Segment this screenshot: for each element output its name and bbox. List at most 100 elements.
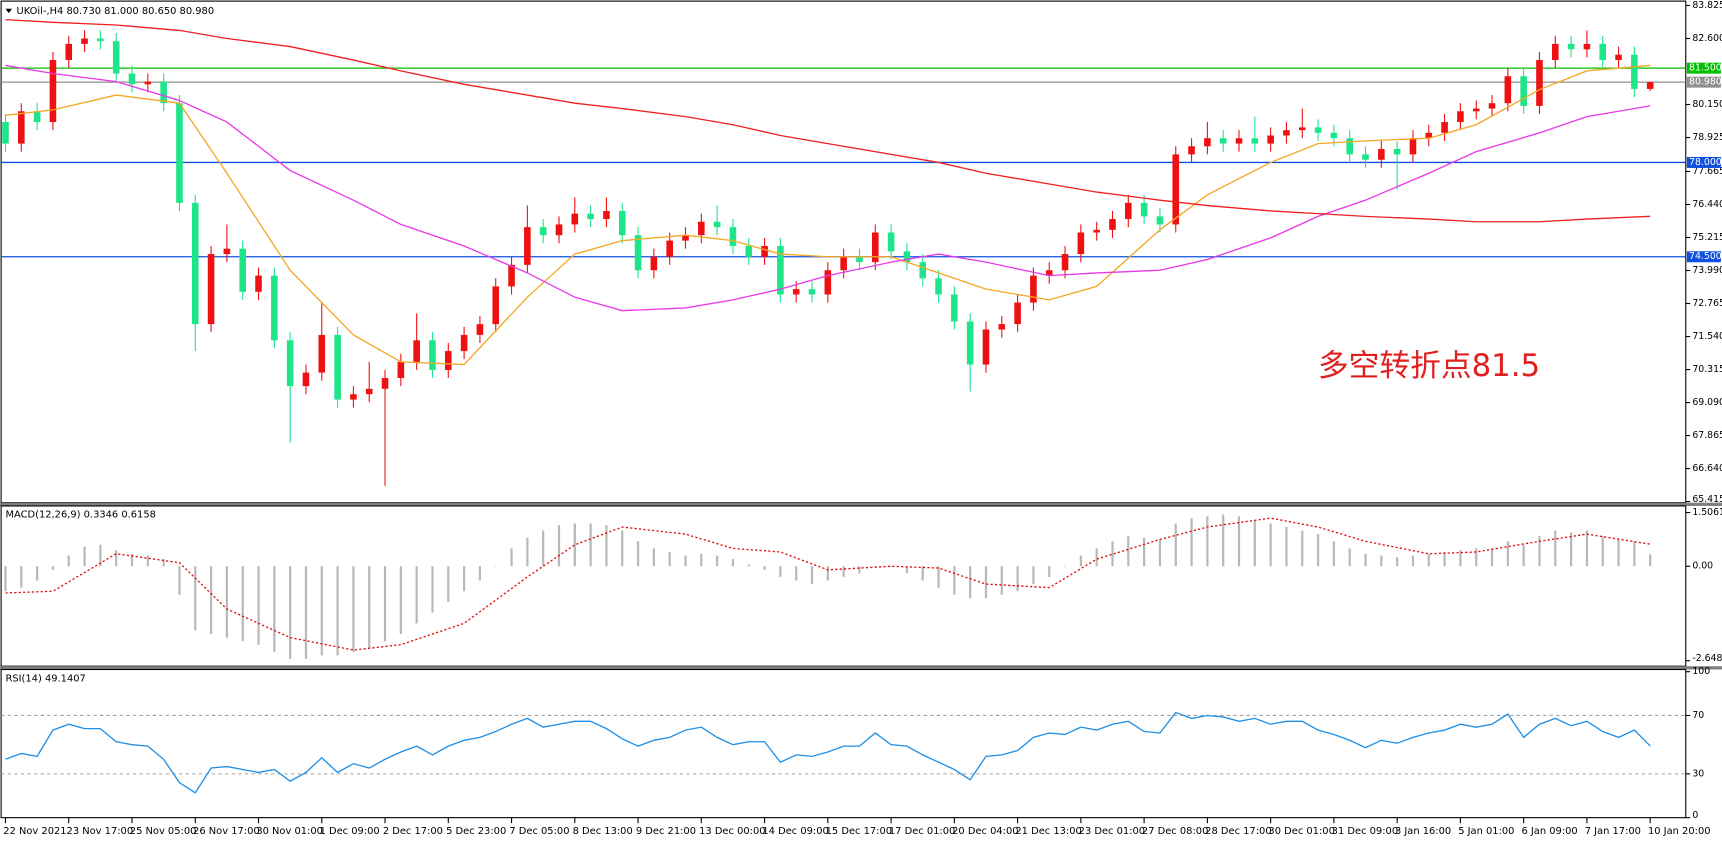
x-tick-label: 30 Nov 01:00 <box>256 826 323 837</box>
candle-body <box>1061 254 1069 271</box>
candle-body <box>966 321 974 365</box>
histogram-bar <box>557 525 561 567</box>
x-tick-label: 26 Nov 17:00 <box>193 826 260 837</box>
histogram-bar <box>83 546 86 567</box>
histogram-bar <box>510 548 513 567</box>
candle-body <box>508 264 515 287</box>
candle-body <box>444 351 452 370</box>
histogram-bar <box>1253 519 1256 567</box>
x-tick-label: 22 Nov 2021 <box>3 826 66 837</box>
candle-body <box>1330 132 1338 139</box>
candle-body <box>1077 232 1085 255</box>
candle-body <box>1393 148 1401 155</box>
y-tick-label: 75.215 <box>1692 232 1722 243</box>
histogram-bar <box>399 566 402 635</box>
histogram-bar <box>969 566 972 599</box>
x-tick-label: 21 Dec 13:00 <box>1015 826 1081 837</box>
y-tick-label: 100 <box>1692 666 1710 677</box>
candle-body <box>1457 111 1464 123</box>
rsi-title: RSI(14) 49.1407 <box>5 673 85 684</box>
histogram-bar <box>636 541 640 567</box>
y-tick-label: 83.825 <box>1692 0 1722 11</box>
histogram-bar <box>700 553 703 567</box>
histogram-bar <box>225 566 228 638</box>
candle-body <box>128 73 136 85</box>
histogram-bar <box>194 566 197 631</box>
y-tick-label: 65.415 <box>1692 494 1722 505</box>
candle-body <box>698 221 705 236</box>
candle-body <box>476 324 484 335</box>
candle-body <box>650 256 658 271</box>
candle-body <box>998 324 1006 330</box>
histogram-bar <box>1143 537 1146 567</box>
histogram-bar <box>289 566 292 659</box>
histogram-bar <box>1459 550 1462 567</box>
histogram-bar <box>1048 566 1051 577</box>
histogram-bar <box>621 530 624 567</box>
candle-body <box>634 235 642 271</box>
menu-arrow <box>5 8 13 14</box>
candle-body <box>350 394 357 400</box>
moving-average <box>5 64 1651 312</box>
y-tick-label: 0 <box>1692 810 1698 821</box>
histogram-bar <box>731 559 735 567</box>
histogram-bar <box>162 559 165 567</box>
candle-body <box>555 224 563 236</box>
histogram-bar <box>1490 548 1494 567</box>
price-label: 78.000 <box>1689 157 1722 168</box>
x-tick-label: 7 Dec 05:00 <box>509 826 569 837</box>
candle-body <box>65 43 73 61</box>
y-tick-label: 70 <box>1692 710 1704 721</box>
histogram-bar <box>178 566 181 595</box>
histogram-bar <box>589 523 592 567</box>
candle-body <box>1140 202 1148 217</box>
x-tick-label: 23 Nov 17:00 <box>67 826 134 837</box>
histogram-bar <box>1506 541 1509 567</box>
candle-body <box>982 329 990 365</box>
x-tick-label: 28 Dec 17:00 <box>1205 826 1271 837</box>
histogram-bar <box>905 566 909 574</box>
histogram-bar <box>1396 557 1399 567</box>
candle-body <box>1378 148 1385 160</box>
candle-body <box>761 245 768 257</box>
histogram-bar <box>1158 539 1162 567</box>
histogram-bar <box>1032 566 1035 585</box>
histogram-bar <box>795 566 798 581</box>
candle-body <box>919 262 927 279</box>
histogram-bar <box>463 566 466 592</box>
histogram-bar <box>20 566 23 588</box>
candle-body <box>1219 138 1227 144</box>
y-tick-label: 30 <box>1692 768 1704 779</box>
x-tick-label: 13 Dec 00:00 <box>699 826 765 837</box>
histogram-bar <box>1585 530 1589 567</box>
chart-title: UKOil-,H4 80.730 81.000 80.650 80.980 <box>16 6 214 17</box>
histogram-bar <box>1237 516 1241 567</box>
candle-body <box>18 111 25 144</box>
y-tick-label: 78.925 <box>1692 132 1722 143</box>
rsi-line <box>5 711 1651 794</box>
histogram-bar <box>1554 530 1557 567</box>
histogram-bar <box>826 566 829 581</box>
y-tick-label: 72.765 <box>1692 298 1722 309</box>
price-label: 80.980 <box>1689 77 1722 88</box>
histogram-bar <box>747 564 750 567</box>
candle-body <box>745 245 753 257</box>
candle-body <box>1409 138 1417 155</box>
candle-body <box>1583 43 1591 50</box>
price-label-box <box>1686 76 1721 88</box>
x-tick-label: 23 Dec 01:00 <box>1079 826 1145 837</box>
histogram-bar <box>257 566 260 645</box>
candle-body <box>1646 82 1654 89</box>
price-label: 74.500 <box>1689 251 1722 262</box>
histogram-bar <box>1206 516 1209 567</box>
histogram-bar <box>368 566 371 649</box>
histogram-bar <box>1570 532 1573 567</box>
histogram-bar <box>494 566 497 567</box>
histogram-bar <box>1380 555 1383 567</box>
rsi-panel <box>0 668 1687 819</box>
y-tick-label: 1.5061 <box>1692 507 1722 518</box>
candle-body <box>666 240 673 257</box>
candle-body <box>1314 127 1322 133</box>
candle-body <box>951 294 958 322</box>
